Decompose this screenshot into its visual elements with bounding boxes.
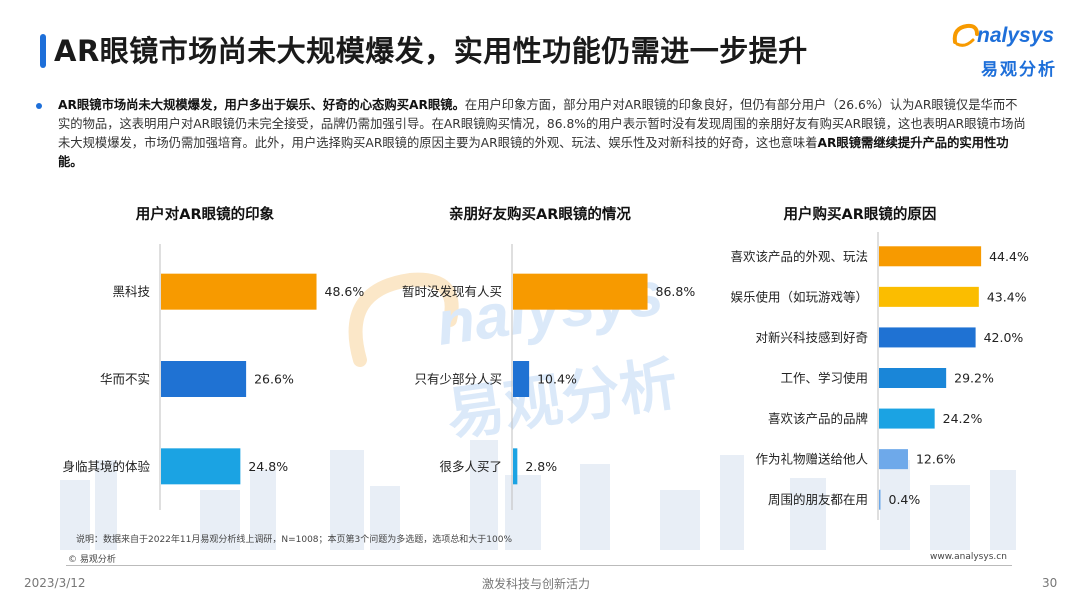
chart3-bar-3 xyxy=(879,368,947,388)
chart3-category-label-3: 工作、学习使用 xyxy=(780,371,868,386)
chart1-bar-0 xyxy=(161,273,317,310)
chart2-value-label-0: 86.8% xyxy=(656,284,696,299)
chart3-value-label-1: 43.4% xyxy=(987,289,1027,304)
chart1-bar-1 xyxy=(161,361,247,397)
chart1-title: 用户对AR眼镜的印象 xyxy=(135,207,275,223)
footnote: 说明：数据来自于2022年11月易观分析线上调研，N=1008；本页第3个问题为… xyxy=(76,535,512,545)
logo-swoosh-icon xyxy=(952,23,979,47)
bullet-dot-icon xyxy=(36,103,42,109)
website-url: www.analysys.cn xyxy=(930,552,1007,562)
chart2-bar-0 xyxy=(513,273,648,310)
chart3-bar-2 xyxy=(879,327,976,348)
chart1-category-label-0: 黑科技 xyxy=(112,284,150,299)
page-number: 30 xyxy=(1042,576,1058,590)
chart-friends-purchase: 暂时没发现有人买 86.8% 只有少部分人买 10.4% 很多人买了 2.8% xyxy=(402,244,696,510)
chart3-value-label-2: 42.0% xyxy=(984,330,1024,345)
chart2-category-label-2: 很多人买了 xyxy=(439,459,502,474)
chart1-bar-2 xyxy=(161,448,241,485)
chart3-bar-4 xyxy=(879,408,935,429)
chart2-value-label-1: 10.4% xyxy=(537,372,577,387)
logo-text-en: nalysys xyxy=(977,24,1055,47)
chart3-value-label-6: 0.4% xyxy=(889,492,921,507)
chart3-value-label-5: 12.6% xyxy=(916,452,956,467)
analysys-logo: nalysys 易观分析 xyxy=(952,23,1065,80)
chart1-value-label-0: 48.6% xyxy=(325,284,365,299)
summary-body: 在用户印象方面，部分用户对AR眼镜的印象良好，但仍有部分用户（26.6%）认为A… xyxy=(58,98,1026,150)
chart3-value-label-4: 24.2% xyxy=(943,411,983,426)
chart1-category-label-2: 身临其境的体验 xyxy=(62,459,150,474)
chart3-value-label-0: 44.4% xyxy=(989,249,1029,264)
chart1-category-label-1: 华而不实 xyxy=(100,372,150,387)
chart2-value-label-2: 2.8% xyxy=(525,459,557,474)
chart-user-impression: 黑科技 48.6% 华而不实 26.6% 身临其境的体验 24.8% xyxy=(62,244,365,510)
chart3-category-label-1: 娱乐使用（如玩游戏等） xyxy=(730,289,868,304)
chart2-title: 亲朋好友购买AR眼镜的情况 xyxy=(449,207,631,223)
chart3-bar-6 xyxy=(879,489,881,510)
chart3-category-label-0: 喜欢该产品的外观、玩法 xyxy=(730,249,868,264)
chart1-value-label-1: 26.6% xyxy=(254,372,294,387)
chart3-bar-5 xyxy=(879,449,908,470)
chart2-bar-2 xyxy=(513,448,518,485)
summary-lead: AR眼镜市场尚未大规模爆发，用户多出于娱乐、好奇的心态购买AR眼镜。 xyxy=(58,98,465,112)
chart2-category-label-0: 暂时没发现有人买 xyxy=(402,284,502,299)
footer-divider xyxy=(66,565,1012,566)
footer-slogan: 激发科技与创新活力 xyxy=(482,577,591,591)
chart2-category-label-1: 只有少部分人买 xyxy=(414,372,502,387)
chart2-bar-1 xyxy=(513,361,530,397)
chart3-category-label-6: 周围的朋友都在用 xyxy=(768,492,868,507)
summary-paragraph: AR眼镜市场尚未大规模爆发，用户多出于娱乐、好奇的心态购买AR眼镜。在用户印象方… xyxy=(36,96,1028,172)
chart3-title: 用户购买AR眼镜的原因 xyxy=(783,207,937,223)
logo-text-cn: 易观分析 xyxy=(981,60,1057,80)
title-accent-bar xyxy=(40,34,46,68)
summary-tail: AR眼镜需继续提升产品的实用性功能。 xyxy=(58,136,1009,169)
chart3-bar-1 xyxy=(879,286,979,307)
copyright: © 易观分析 xyxy=(68,555,116,565)
chart3-category-label-4: 喜欢该产品的品牌 xyxy=(768,411,868,426)
chart3-category-label-2: 对新兴科技感到好奇 xyxy=(755,330,868,345)
chart1-value-label-2: 24.8% xyxy=(248,459,288,474)
chart3-bar-0 xyxy=(879,246,982,267)
chart3-value-label-3: 29.2% xyxy=(954,371,994,386)
page-title: AR眼镜市场尚未大规模爆发，实用性功能仍需进一步提升 xyxy=(54,34,808,68)
footer-date: 2023/3/12 xyxy=(24,576,86,590)
chart-purchase-reasons: 喜欢该产品的外观、玩法 44.4% 娱乐使用（如玩游戏等） 43.4% 对新兴科技感到好… xyxy=(730,232,1029,520)
chart3-category-label-5: 作为礼物赠送给他人 xyxy=(755,452,868,467)
